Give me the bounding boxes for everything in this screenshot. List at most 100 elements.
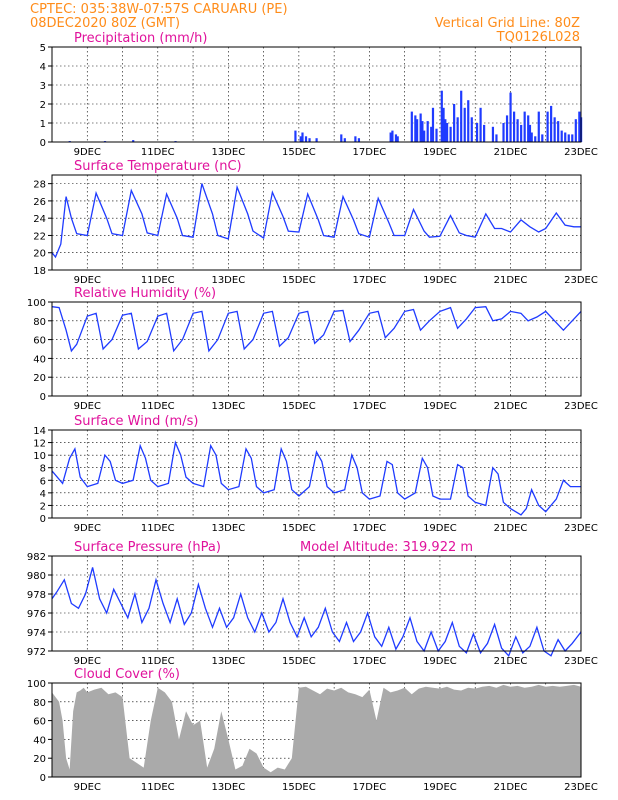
y-tick-label: 80 [33, 317, 46, 328]
precip-bar [530, 132, 533, 142]
y-tick-label: 2 [40, 501, 46, 512]
x-tick-label: 23DEC [564, 523, 598, 534]
precip-bar [470, 117, 473, 142]
y-tick-label: 60 [33, 717, 46, 728]
precip-bar [564, 132, 567, 142]
x-tick-label: 21DEC [494, 782, 528, 793]
y-tick-label: 40 [33, 354, 46, 365]
x-tick-label: 19DEC [423, 782, 457, 793]
precip-bar [541, 134, 544, 142]
x-tick-label: 19DEC [423, 275, 457, 286]
precip-bar [419, 113, 422, 142]
precip-bar [357, 138, 361, 142]
x-tick-label: 11DEC [141, 656, 175, 667]
panel-temperature: Surface Temperature (nC) 18 20 22 24 26 28 9DEC… [33, 159, 598, 286]
y-tick-label: 80 [33, 698, 46, 709]
precip-bar [537, 111, 540, 142]
panel-cloud-cover: Cloud Cover (%) 0 20 40 60 80 100 9DEC 11DEC 13DE… [27, 667, 598, 793]
y-tick-label: 1 [40, 119, 46, 130]
precip-bar [431, 107, 435, 142]
y-tick-label: 978 [27, 590, 46, 601]
x-tick-label: 13DEC [211, 147, 245, 158]
panel-frame [51, 555, 582, 652]
precip-bar [340, 134, 343, 142]
precip-bar [132, 140, 135, 142]
precip-bar [557, 121, 560, 142]
precip-bar [423, 130, 426, 142]
precip-bar [396, 136, 399, 142]
precip-bar [509, 92, 512, 142]
x-tick-label: 11DEC [141, 523, 175, 534]
x-tick-label: 19DEC [423, 147, 457, 158]
precip-bar [308, 138, 311, 142]
precip-bar [460, 90, 463, 142]
precip-bar [495, 134, 498, 142]
x-tick-label: 21DEC [494, 275, 528, 286]
y-tick-label: 18 [33, 266, 46, 277]
y-tick-label: 0 [40, 138, 46, 149]
pressure-series-line [51, 567, 582, 658]
precip-bar [430, 126, 433, 142]
y-tick-label: 20 [33, 249, 46, 260]
x-tick-label: 13DEC [211, 523, 245, 534]
panel-precipitation: Precipitation (mm/h) 0 1 2 3 4 5 9DEC 11DEC 13DEC… [40, 31, 598, 158]
precip-bar [475, 123, 479, 142]
y-tick-label: 24 [33, 214, 46, 225]
precip-bar [574, 119, 577, 142]
x-tick-label: 17DEC [353, 401, 387, 412]
precip-bar [426, 121, 429, 142]
y-tick-label: 40 [33, 735, 46, 746]
panel-subtitle: Model Altitude: 319.922 m [300, 540, 473, 555]
precip-bar [560, 130, 563, 142]
precip-bar [414, 115, 417, 142]
x-tick-label: 23DEC [564, 656, 598, 667]
y-tick-label: 974 [27, 628, 46, 639]
y-tick-label: 8 [40, 464, 46, 475]
panel-title: Relative Humidity (%) [74, 286, 216, 301]
precip-bar [453, 104, 456, 142]
x-tick-label: 11DEC [141, 147, 175, 158]
panel-frame [51, 429, 582, 519]
precip-bar [301, 132, 304, 142]
precip-bar [294, 130, 297, 142]
panel-pressure: Surface Pressure (hPa) Model Altitude: 31… [27, 540, 598, 667]
y-tick-label: 20 [33, 373, 46, 384]
x-tick-label: 17DEC [353, 656, 387, 667]
x-tick-label: 21DEC [494, 401, 528, 412]
precip-bar [534, 136, 537, 142]
x-tick-label: 19DEC [423, 656, 457, 667]
x-tick-label: 15DEC [282, 523, 316, 534]
x-tick-label: 15DEC [282, 275, 316, 286]
x-tick-label: 17DEC [353, 782, 387, 793]
humidity-series-line [51, 306, 582, 353]
x-tick-label: 9DEC [74, 782, 101, 793]
precip-bar [523, 111, 526, 142]
x-tick-label: 19DEC [423, 401, 457, 412]
y-tick-label: 0 [40, 773, 46, 784]
x-tick-label: 15DEC [282, 782, 316, 793]
y-tick-label: 100 [27, 679, 46, 690]
x-tick-label: 23DEC [564, 275, 598, 286]
x-tick-label: 13DEC [211, 275, 245, 286]
x-tick-label: 19DEC [423, 523, 457, 534]
panel-title: Surface Temperature (nC) [74, 159, 242, 174]
x-tick-label: 9DEC [74, 275, 101, 286]
precip-bar [410, 111, 413, 142]
x-tick-label: 21DEC [494, 147, 528, 158]
precip-bar [520, 124, 523, 142]
precip-bar [445, 123, 449, 142]
y-tick-label: 5 [40, 43, 46, 54]
precip-bar [502, 123, 505, 142]
header-date-label: 08DEC2020 80Z (GMT) [30, 16, 180, 31]
temperature-series-line [51, 183, 581, 259]
precip-bar [571, 134, 574, 142]
x-tick-label: 15DEC [282, 401, 316, 412]
y-tick-label: 22 [33, 231, 46, 242]
y-tick-label: 0 [40, 514, 46, 525]
wind-series-line [51, 440, 581, 516]
precip-bar [435, 128, 438, 142]
x-tick-label: 11DEC [141, 401, 175, 412]
precip-bar [491, 126, 495, 142]
precip-bar [354, 136, 357, 142]
